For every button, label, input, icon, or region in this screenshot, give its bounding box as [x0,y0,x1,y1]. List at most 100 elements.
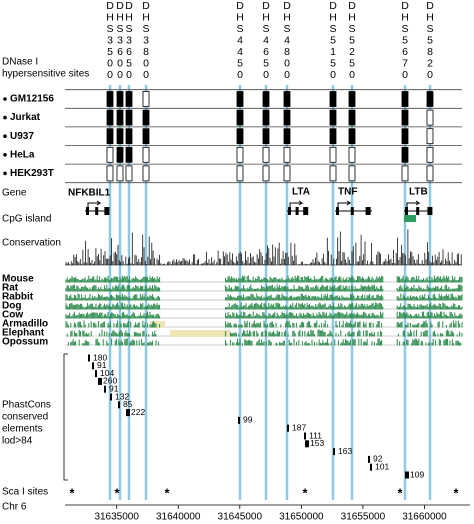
bullet [3,134,7,138]
dhs-box [426,91,434,107]
conserved-element [287,424,289,432]
dhs-label: DHS5250 [346,0,358,81]
dhs-box [116,128,124,145]
tick-label: 31650000 [279,512,324,523]
conserved-element [88,354,90,362]
lod-score: 91 [97,360,107,370]
lod-score: 132 [115,391,129,401]
sca-site: * [397,485,403,500]
dhs-box [329,146,337,163]
dhs-box [401,91,409,107]
gap-region [150,321,165,328]
strand-arrow [406,200,421,209]
exon [427,207,433,215]
track-label: Sca I sites [2,487,48,498]
track-label: elements [2,424,43,435]
track-label: lod>84 [2,436,33,447]
tick-label: 31660000 [402,512,447,523]
lod-score: 163 [338,446,352,456]
dhs-box [142,109,150,126]
tick-label: 31640000 [156,512,201,523]
axis-label: Chr 6 [2,502,27,513]
dhs-box [348,91,356,107]
dhs-box [236,128,244,145]
exon [95,207,99,215]
dhs-box [329,128,337,145]
track-label: conserved [2,412,48,423]
dhs-box [401,146,409,163]
species-name: Cow [2,310,23,321]
conserved-element [126,409,130,417]
dhs-box [283,91,291,107]
dhs-box [426,146,434,163]
lod-score: 153 [310,438,324,448]
dhs-box [236,91,244,107]
exon [365,207,371,215]
dhs-box [329,91,337,107]
dhs-box [283,146,291,163]
dhs-box [329,109,337,126]
conserved-element [305,440,309,448]
exon [86,207,89,215]
dhs-box [348,128,356,145]
dhs-box [106,146,114,163]
conserved-element [92,362,94,370]
dhs-box [283,128,291,145]
exon [295,207,299,215]
exon [303,207,309,215]
conserved-element [98,377,102,385]
gene-name: LTA [292,187,310,198]
conserved-element [370,463,372,471]
lod-score: 101 [375,461,389,471]
dhs-box [125,165,133,182]
dhs-box [125,109,133,126]
exon [336,207,339,215]
dhs-box [348,109,356,126]
cell-line-name: GM12156 [10,94,54,105]
dhs-box [401,165,409,182]
cell-line-name: Jurkat [10,112,41,123]
conserved-element [104,385,106,393]
dhs-label: DHS5820 [424,0,436,81]
dhs-box [426,109,434,126]
lod-score: 187 [292,422,306,432]
dhs-box [426,128,434,145]
species-name: Mouse [2,274,34,285]
dhs-label: DHS3800 [140,0,152,81]
cell-line-name: HEK293T [10,168,54,179]
alignment [65,275,463,283]
dhs-title: DNase I [2,57,38,68]
alignment [67,338,462,346]
lod-score: 99 [243,415,253,425]
tick-label: 31645000 [218,512,263,523]
dhs-box [262,165,270,182]
dhs-box [348,165,356,182]
tick-label: 31635000 [94,512,139,523]
dhs-box [106,165,114,182]
dhs-box [142,146,150,163]
dhs-box [116,109,124,126]
species-name: Armadillo [2,319,48,330]
alignment [65,302,463,310]
conserved-element [110,393,112,401]
gene-name: LTB [409,187,428,198]
species-name: Opossum [2,337,48,348]
gene-name: TNF [338,187,357,198]
sca-site: * [69,485,75,500]
conserved-element [95,370,97,378]
strand-arrow [289,200,304,209]
conserved-element [238,416,240,424]
conserved-element [333,448,335,456]
dhs-label: DHS5670 [399,0,411,81]
sca-site: * [164,485,170,500]
bullet [3,153,7,157]
cell-line-name: U937 [10,131,34,142]
cell-line-name: HeLa [10,149,35,160]
alignment [65,311,463,319]
dhs-box [236,146,244,163]
conserved-element [118,401,120,409]
lod-score: 109 [410,469,424,479]
exon [350,207,354,215]
